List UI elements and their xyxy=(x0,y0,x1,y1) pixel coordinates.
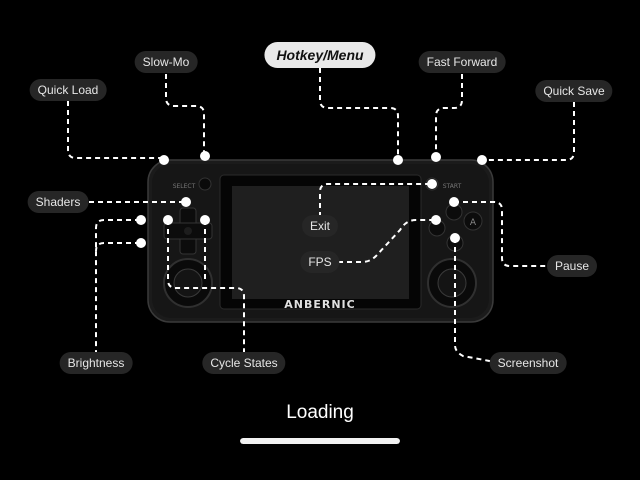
dot-fps xyxy=(431,215,441,225)
loading-progress-fill xyxy=(240,438,400,444)
shaders-label: Shaders xyxy=(27,191,89,213)
dpad-center xyxy=(184,227,192,235)
line-fast-forward xyxy=(435,74,463,157)
cycle-states-label: Cycle States xyxy=(202,352,286,374)
brightness-label: Brightness xyxy=(59,352,133,374)
pause-label: Pause xyxy=(546,255,598,277)
select-label: SELECT xyxy=(173,183,196,190)
face-button-a xyxy=(463,211,483,231)
line-quick-save xyxy=(482,102,575,161)
start-label: START xyxy=(443,183,462,190)
fps-label: FPS xyxy=(300,251,340,273)
exit-label: Exit xyxy=(301,215,339,237)
dot-pause xyxy=(449,197,459,207)
line-slow-mo xyxy=(165,74,205,156)
line-exit xyxy=(319,183,432,226)
connector-lines xyxy=(67,68,575,363)
line-brightness-b xyxy=(95,242,140,252)
dot-cycle-right xyxy=(200,215,210,225)
a-button-label: A xyxy=(470,218,477,228)
line-brightness xyxy=(95,219,140,352)
quick-save-label: Quick Save xyxy=(535,80,613,102)
dot-screenshot xyxy=(450,233,460,243)
line-hotkey-menu xyxy=(319,68,399,160)
dot-slow-mo xyxy=(200,151,210,161)
hotkey-menu-label: Hotkey/Menu xyxy=(264,42,376,68)
dot-cycle-left xyxy=(163,215,173,225)
line-pause xyxy=(454,201,552,267)
line-fps xyxy=(320,219,436,263)
line-cycle-states-left xyxy=(167,220,245,352)
slow-mo-label: Slow-Mo xyxy=(134,51,198,73)
select-button xyxy=(198,177,212,191)
screenshot-label: Screenshot xyxy=(489,352,567,374)
dot-exit xyxy=(427,179,437,189)
dot-shaders xyxy=(181,197,191,207)
dot-brightness-up xyxy=(136,215,146,225)
loading-text: Loading xyxy=(286,402,354,423)
line-screenshot xyxy=(454,238,496,363)
dot-hotkey-menu xyxy=(393,155,403,165)
screen-display xyxy=(232,186,409,299)
brand-logo: ANBERNIC xyxy=(284,298,355,311)
dot-quick-load xyxy=(159,155,169,165)
quick-load-label: Quick Load xyxy=(29,79,107,101)
dot-fast-forward xyxy=(431,152,441,162)
right-joystick xyxy=(437,268,467,298)
fast-forward-label: Fast Forward xyxy=(418,51,506,73)
left-joystick xyxy=(173,268,203,298)
line-quick-load xyxy=(67,101,164,159)
dot-brightness-down xyxy=(136,238,146,248)
dot-quick-save xyxy=(477,155,487,165)
loading-progress-bar xyxy=(240,438,400,444)
